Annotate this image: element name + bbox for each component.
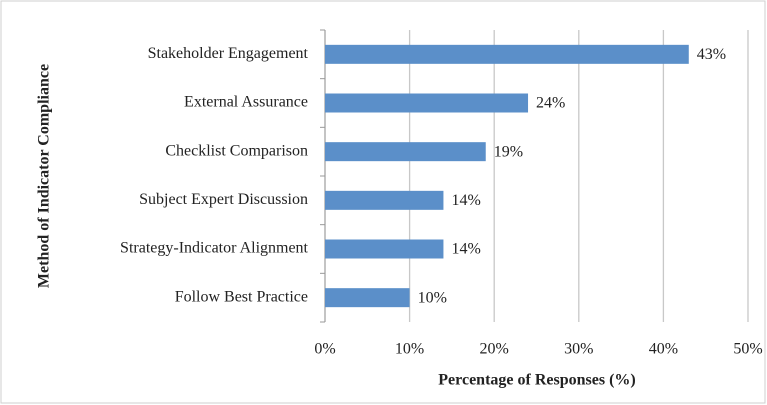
data-label: 14%: [451, 241, 480, 258]
x-tick-label: 30%: [564, 341, 593, 358]
y-tick-label: Follow Best Practice: [175, 288, 308, 305]
y-tick-label: Stakeholder Engagement: [148, 45, 309, 62]
y-tick-label: Checklist Comparison: [165, 142, 308, 159]
data-label: 10%: [418, 289, 447, 306]
y-tick-label: Strategy-Indicator Alignment: [120, 240, 309, 257]
data-label: 24%: [536, 95, 565, 112]
bar: [325, 93, 529, 113]
bar: [325, 239, 444, 259]
y-tick-label: External Assurance: [184, 94, 308, 111]
bar: [325, 142, 486, 162]
x-tick-label: 10%: [395, 341, 424, 358]
y-tick-label: Subject Expert Discussion: [139, 191, 308, 208]
bar: [325, 288, 410, 308]
x-axis-title: Percentage of Responses (%): [438, 372, 635, 389]
data-label: 19%: [494, 143, 523, 160]
bar: [325, 44, 689, 64]
data-label: 14%: [451, 192, 480, 209]
x-tick-label: 0%: [314, 341, 335, 358]
x-tick-label: 40%: [649, 341, 678, 358]
x-tick-label: 20%: [480, 341, 509, 358]
data-label: 43%: [697, 46, 726, 63]
bar: [325, 190, 444, 210]
x-tick-label: 50%: [733, 341, 762, 358]
y-axis-title: Method of Indicator Compliance: [36, 64, 53, 288]
